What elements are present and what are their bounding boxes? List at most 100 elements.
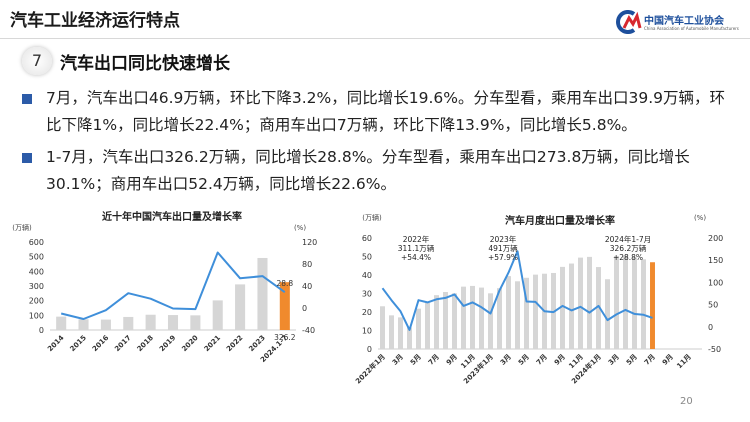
bar [533, 274, 538, 349]
x-tick-label: 3月 [499, 353, 513, 367]
bar [605, 279, 610, 349]
y2-tick-label: 0 [708, 323, 713, 332]
logo-m [622, 11, 642, 29]
bullet: 1-7月，汽车出口326.2万辆，同比增长28.8%。分车型看，乘用车出口273… [20, 144, 732, 198]
y-tick-label: 60 [362, 234, 372, 243]
page-number: 20 [680, 396, 693, 407]
y-axis-label: (万辆) [12, 223, 32, 232]
bar [416, 308, 421, 349]
y-tick-label: 500 [29, 253, 44, 262]
y-tick-label: 600 [29, 238, 44, 247]
annotation: 491万辆 [488, 243, 518, 253]
x-tick-label: 9月 [661, 353, 675, 367]
bar [407, 327, 412, 349]
x-tick-label: 2018 [136, 334, 156, 354]
section-number: 7 [22, 47, 52, 75]
x-tick-label: 5月 [625, 353, 639, 367]
y-axis-label: (万辆) [362, 213, 382, 222]
bar [614, 255, 619, 349]
bar [78, 319, 89, 330]
bar [488, 293, 493, 349]
bar [470, 285, 475, 349]
bar [279, 282, 290, 330]
y2-tick-label: 50 [708, 301, 718, 310]
bar [632, 257, 637, 349]
x-tick-label: 2020 [180, 334, 200, 354]
y-tick-label: 30 [362, 290, 372, 299]
annotation: 28.8 [276, 279, 293, 288]
x-tick-label: 9月 [445, 353, 459, 367]
bar [389, 315, 394, 349]
y2-tick-label: 120 [302, 238, 317, 247]
line [60, 251, 286, 320]
bar [515, 281, 520, 349]
logo-arc [616, 10, 636, 34]
bar [623, 255, 628, 349]
y2-tick-label: 40 [302, 282, 312, 291]
bar [123, 316, 134, 330]
bar [167, 315, 179, 330]
y2-axis-label: (%) [294, 224, 306, 232]
y2-tick-label: 0 [302, 304, 307, 313]
bar [190, 315, 201, 330]
logo-icon [616, 10, 642, 34]
x-tick-label: 2014 [46, 334, 66, 354]
bar [443, 292, 448, 349]
bullet-text: 7月，汽车出口46.9万辆，环比下降3.2%，同比增长19.6%。分车型看，乘用… [20, 85, 732, 139]
bar [461, 286, 466, 349]
bar [578, 257, 583, 349]
bar [650, 262, 655, 349]
y-tick-label: 20 [362, 308, 372, 317]
y-tick-label: 200 [29, 297, 44, 306]
bar [100, 319, 111, 330]
bar [596, 267, 601, 349]
bar [524, 277, 529, 349]
bar [479, 287, 484, 349]
x-tick-label: 2019 [158, 334, 178, 354]
y-tick-label: 40 [362, 271, 372, 280]
annotation: 2023年 [490, 234, 517, 244]
y2-tick-label: -40 [302, 326, 315, 335]
y-tick-label: 50 [362, 253, 372, 262]
bullet: 7月，汽车出口46.9万辆，环比下降3.2%，同比增长19.6%。分车型看，乘用… [20, 85, 732, 139]
chart-title: 近十年中国汽车出口量及增长率 [102, 210, 242, 223]
annotation: +57.9% [488, 253, 518, 262]
bar [560, 266, 565, 349]
bar [569, 263, 574, 349]
bar [257, 257, 268, 330]
bar [587, 256, 592, 349]
annotation: 326.2 [274, 333, 296, 342]
y2-axis-label: (%) [694, 214, 706, 222]
annotation: +28.8% [613, 253, 643, 262]
bar [641, 259, 646, 349]
y2-tick-label: 150 [708, 256, 723, 265]
y-tick-label: 10 [362, 327, 372, 336]
annotation: 326.2万辆 [610, 243, 647, 253]
x-tick-label: 7月 [427, 353, 441, 367]
x-tick-label: 2015 [69, 334, 89, 354]
bar [434, 295, 439, 349]
y2-tick-label: 100 [708, 278, 723, 287]
y-tick-label: 0 [39, 326, 44, 335]
x-tick-label: 2023 [247, 334, 267, 354]
chart-title: 汽车月度出口量及增长率 [505, 214, 615, 227]
x-tick-label: 2022 [225, 334, 245, 354]
x-tick-label: 5月 [409, 353, 423, 367]
x-tick-label: 2022年1月 [353, 352, 386, 385]
x-tick-label: 5月 [517, 353, 531, 367]
logo-text: 中国汽车工业协会 [644, 16, 724, 27]
bar [398, 317, 403, 349]
x-tick-label: 11月 [675, 353, 693, 371]
slide-title: 汽车工业经济运行特点 [10, 11, 180, 31]
x-tick-label: 2021 [203, 334, 223, 354]
annotation: 2022年 [403, 234, 430, 244]
x-tick-label: 9月 [553, 353, 567, 367]
header-rule [0, 38, 750, 39]
bar [235, 284, 246, 330]
x-tick-label: 2016 [91, 334, 111, 354]
bar [497, 288, 502, 349]
x-tick-label: 7月 [535, 353, 549, 367]
annotation: +54.4% [401, 253, 431, 262]
bar [380, 306, 385, 349]
